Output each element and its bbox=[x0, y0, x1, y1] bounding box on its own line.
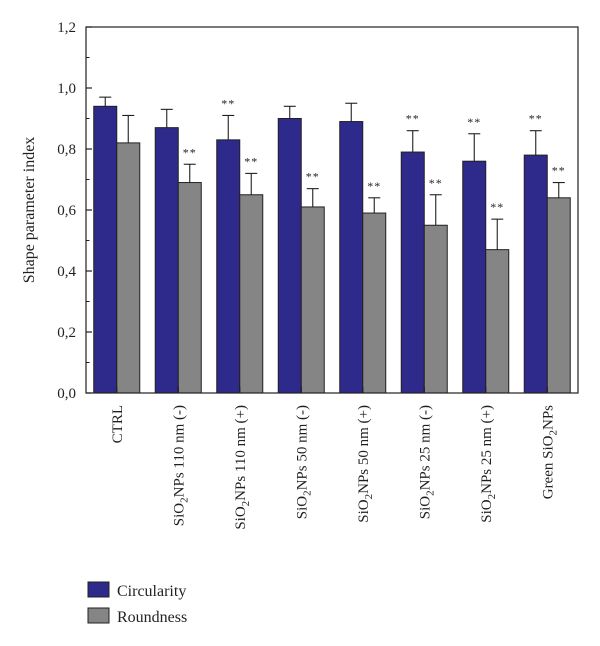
y-tick-label: 0,2 bbox=[57, 325, 76, 341]
significance-marker: ** bbox=[467, 115, 481, 129]
circularity-bar bbox=[216, 139, 241, 394]
significance-marker: ** bbox=[367, 179, 381, 193]
roundness-bar bbox=[300, 206, 325, 394]
circularity-bar bbox=[462, 160, 487, 394]
x-category-label: Green SiO2NPs bbox=[540, 405, 559, 499]
roundness-bar bbox=[423, 224, 448, 394]
roundness-bar bbox=[177, 182, 202, 394]
y-axis: 0,0 0,2 0,4 0,6 0,8 1,0 1,2 bbox=[57, 20, 92, 402]
y-axis-title: Shape parameter index bbox=[21, 137, 38, 284]
significance-marker: ** bbox=[244, 154, 258, 168]
significance-marker: ** bbox=[429, 176, 443, 190]
x-axis: CTRL SiO2NPs 110 nm (-) SiO2NPs 110 nm (+)… bbox=[110, 387, 559, 530]
legend: Circularity Roundness bbox=[87, 581, 187, 626]
y-tick-label: 0,8 bbox=[57, 142, 76, 158]
legend-swatch-circularity bbox=[87, 581, 110, 598]
significance-marker: ** bbox=[490, 200, 504, 214]
legend-label-roundness: Roundness bbox=[117, 609, 187, 626]
roundness-bar bbox=[239, 194, 264, 394]
y-tick-label: 1,2 bbox=[57, 20, 76, 36]
roundness-bar bbox=[546, 197, 571, 394]
x-category-label: SiO2NPs 50 nm (+) bbox=[356, 405, 375, 523]
x-category-label: SiO2NPs 25 nm (+) bbox=[479, 405, 498, 523]
significance-marker: ** bbox=[529, 112, 543, 126]
x-category-label: SiO2NPs 50 nm (-) bbox=[294, 405, 313, 519]
circularity-bar bbox=[400, 151, 425, 394]
x-category-label: CTRL bbox=[110, 405, 126, 443]
y-tick-label: 0,0 bbox=[57, 386, 76, 402]
bars-layer bbox=[93, 105, 571, 394]
circularity-bar bbox=[93, 105, 118, 394]
significance-marker: ** bbox=[221, 96, 235, 110]
legend-label-circularity: Circularity bbox=[117, 583, 186, 600]
circularity-bar bbox=[154, 127, 179, 394]
circularity-bar bbox=[339, 121, 364, 394]
x-category-label: SiO2NPs 110 nm (-) bbox=[171, 405, 190, 526]
roundness-bar bbox=[362, 212, 387, 394]
x-category-label: SiO2NPs 25 nm (-) bbox=[417, 405, 436, 519]
error-bars-layer bbox=[99, 96, 565, 250]
legend-swatch-roundness bbox=[87, 607, 110, 624]
roundness-bar bbox=[116, 142, 141, 394]
significance-marker: ** bbox=[306, 170, 320, 184]
significance-marker: ** bbox=[406, 112, 420, 126]
x-category-label: SiO2NPs 110 nm (+) bbox=[233, 405, 252, 530]
significance-marker: ** bbox=[183, 145, 197, 159]
circularity-bar bbox=[277, 118, 302, 394]
significance-marker: ** bbox=[552, 164, 566, 178]
y-tick-label: 0,6 bbox=[57, 203, 76, 219]
y-tick-label: 0,4 bbox=[57, 264, 76, 280]
circularity-bar bbox=[523, 154, 548, 394]
roundness-bar bbox=[485, 249, 510, 394]
significance-layer: ** ** ** ** ** ** ** ** ** ** ** bbox=[183, 96, 566, 214]
y-tick-label: 1,0 bbox=[57, 81, 76, 97]
